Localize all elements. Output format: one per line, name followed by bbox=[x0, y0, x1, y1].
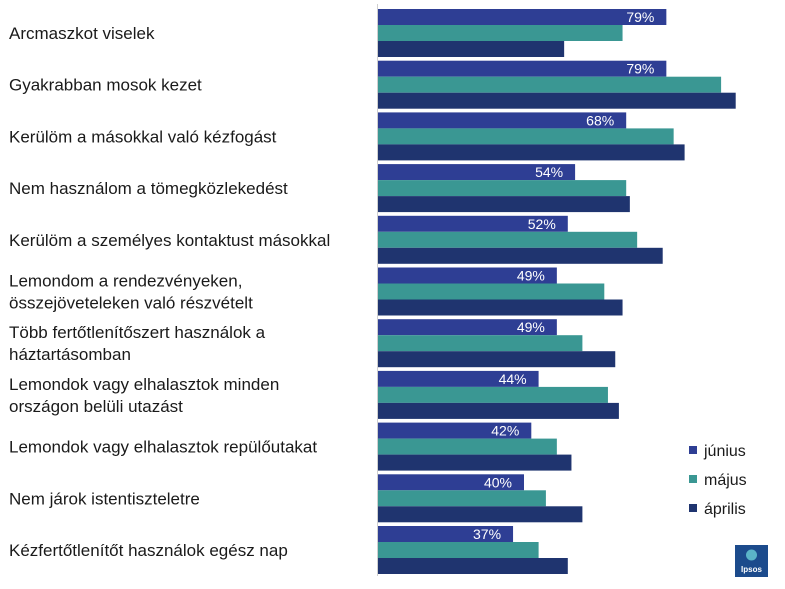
bar-június-4 bbox=[378, 164, 576, 181]
data-label-9: 42% bbox=[491, 423, 519, 439]
legend: június május április bbox=[689, 443, 747, 518]
category-label-11: Kézfertőtlenítőt használok egész nap bbox=[9, 541, 288, 560]
bar-április-9 bbox=[378, 454, 572, 471]
bar-május-1 bbox=[378, 25, 623, 41]
bar-június-3 bbox=[378, 112, 627, 129]
bar-június-7 bbox=[378, 319, 557, 336]
category-label-4: Nem használom a tömegközlekedést bbox=[9, 179, 288, 198]
category-label-1: Arcmaszkot viselek bbox=[9, 24, 155, 43]
bar-május-3 bbox=[378, 128, 674, 145]
bar-május-8 bbox=[378, 386, 608, 403]
data-label-5: 52% bbox=[528, 216, 556, 232]
data-label-8: 44% bbox=[499, 371, 527, 387]
legend-swatch-május bbox=[689, 475, 697, 483]
data-label-11: 37% bbox=[473, 526, 501, 542]
category-label-8: országon belüli utazást bbox=[9, 397, 183, 416]
bar-április-4 bbox=[378, 196, 630, 213]
bar-április-11 bbox=[378, 558, 568, 574]
category-label-7: háztartásomban bbox=[9, 345, 131, 364]
bar-április-2 bbox=[378, 92, 736, 109]
bar-június-11 bbox=[378, 526, 514, 542]
bar-április-1 bbox=[378, 41, 565, 57]
data-label-4: 54% bbox=[535, 164, 563, 180]
category-label-6: összejöveteleken való részvételt bbox=[9, 294, 253, 313]
bar-június-1 bbox=[378, 9, 667, 25]
legend-label-április: április bbox=[704, 501, 746, 518]
category-label-10: Nem járok istentiszteletre bbox=[9, 489, 200, 508]
bar-április-10 bbox=[378, 506, 583, 523]
legend-swatch-június bbox=[689, 446, 697, 454]
legend-label-május: május bbox=[704, 472, 747, 489]
data-label-1: 79% bbox=[626, 9, 654, 25]
legend-swatch-április bbox=[689, 504, 697, 512]
bar-április-8 bbox=[378, 402, 619, 419]
bar-május-7 bbox=[378, 335, 583, 352]
bar-május-11 bbox=[378, 542, 539, 558]
logo-mark bbox=[746, 549, 757, 561]
data-label-10: 40% bbox=[484, 474, 512, 490]
data-label-2: 79% bbox=[626, 61, 654, 77]
bar-április-6 bbox=[378, 299, 623, 316]
bar-június-9 bbox=[378, 422, 532, 439]
category-label-6: Lemondom a rendezvényeken, bbox=[9, 272, 242, 291]
data-label-6: 49% bbox=[517, 268, 545, 284]
category-label-8: Lemondok vagy elhalasztok minden bbox=[9, 375, 279, 394]
category-label-9: Lemondok vagy elhalasztok repülőutakat bbox=[9, 438, 317, 457]
bar-június-6 bbox=[378, 267, 557, 284]
category-label-5: Kerülöm a személyes kontaktust másokkal bbox=[9, 231, 330, 250]
bar-május-5 bbox=[378, 231, 638, 248]
bar-április-7 bbox=[378, 351, 616, 368]
bar-június-2 bbox=[378, 60, 667, 77]
value-labels: 79% 79% 68% 54% 52% 49% 49% 44% 42% 40% 37% bbox=[473, 9, 654, 542]
bar-június-5 bbox=[378, 215, 568, 232]
data-label-3: 68% bbox=[586, 112, 614, 128]
bar-május-9 bbox=[378, 438, 557, 455]
bar-április-5 bbox=[378, 247, 663, 264]
category-label-3: Kerülöm a másokkal való kézfogást bbox=[9, 127, 277, 146]
bar-június-8 bbox=[378, 370, 539, 387]
legend-label-június: június bbox=[703, 443, 746, 460]
category-label-2: Gyakrabban mosok kezet bbox=[9, 76, 202, 95]
bars-group bbox=[378, 9, 736, 574]
bar-május-4 bbox=[378, 180, 627, 197]
category-labels: Arcmaszkot viselek Gyakrabban mosok kezet… bbox=[9, 24, 330, 560]
bar-április-3 bbox=[378, 144, 685, 161]
data-label-7: 49% bbox=[517, 319, 545, 335]
bar-május-6 bbox=[378, 283, 605, 300]
logo-text: Ipsos bbox=[741, 565, 762, 574]
category-label-7: Több fertőtlenítőszert használok a bbox=[9, 323, 266, 342]
bar-május-2 bbox=[378, 76, 722, 93]
ipsos-logo: Ipsos bbox=[735, 545, 768, 577]
bar-június-10 bbox=[378, 474, 524, 491]
bar-május-10 bbox=[378, 490, 546, 507]
